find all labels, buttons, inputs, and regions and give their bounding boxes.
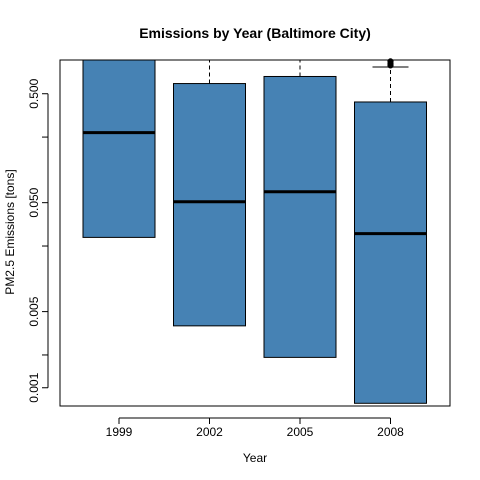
y-tick-label: 0.500 xyxy=(27,78,41,108)
box-2005 xyxy=(263,75,337,358)
boxes-layer xyxy=(82,58,427,404)
y-tick-label: 0.001 xyxy=(27,372,41,402)
y-tick-label: 0.005 xyxy=(27,296,41,326)
x-tick-label: 2002 xyxy=(196,425,223,439)
box-2008 xyxy=(354,101,427,404)
y-tick-label: 0.050 xyxy=(27,187,41,217)
y-axis-label: PM2.5 Emissions [tons] xyxy=(3,169,17,294)
box-1999 xyxy=(82,59,156,238)
x-tick-label: 2005 xyxy=(287,425,314,439)
y-axis: 0.001 0.005 0.050 0.500 xyxy=(27,78,49,403)
box-2002 xyxy=(173,83,246,327)
x-tick-label: 1999 xyxy=(106,425,133,439)
x-axis: 1999 2002 2005 2008 xyxy=(106,417,404,439)
plot-frame xyxy=(59,59,451,407)
x-axis-label: Year xyxy=(243,451,267,465)
x-tick-label: 2008 xyxy=(377,425,404,439)
chart-title: Emissions by Year (Baltimore City) xyxy=(139,25,371,41)
